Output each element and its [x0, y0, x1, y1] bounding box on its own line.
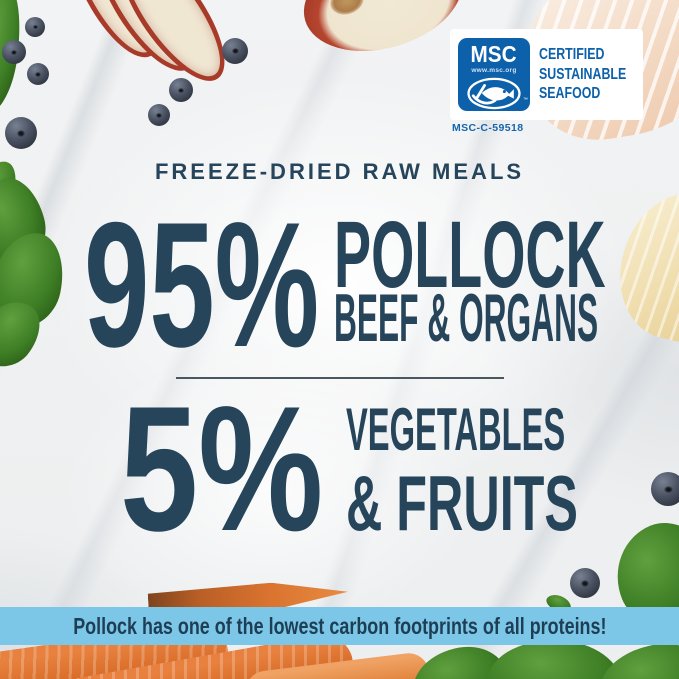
banner-message: Pollock has one of the lowest carbon foo… — [72, 612, 607, 639]
protein-percent-block: 95% — [84, 196, 440, 374]
blueberry — [27, 63, 49, 85]
blueberry — [2, 40, 26, 64]
produce-percent-block: 5% — [120, 380, 377, 558]
protein-primary: POLLOCK — [334, 202, 606, 308]
msc-website: www.msc.org — [471, 67, 517, 74]
msc-certified-badge: MSC www.msc.org ™ CERTIFIED SUSTAINABLE … — [450, 29, 643, 120]
blueberry — [148, 104, 170, 126]
msc-label-line: CERTIFIED — [539, 46, 605, 64]
msc-fish-checkmark-icon — [467, 77, 521, 110]
section-divider — [176, 377, 504, 379]
protein-percent: 95% — [84, 185, 320, 384]
protein-secondary: BEEF & ORGANS — [334, 280, 599, 356]
produce-secondary-block: & FRUITS — [346, 464, 679, 542]
blueberry — [222, 38, 248, 64]
msc-logo: MSC www.msc.org ™ — [458, 38, 530, 111]
blueberry — [570, 568, 600, 598]
produce-secondary: & FRUITS — [346, 459, 578, 547]
protein-primary-block: POLLOCK — [334, 208, 679, 303]
msc-label-line: SUSTAINABLE — [539, 65, 627, 83]
blueberry — [25, 17, 45, 37]
apple-half — [291, 0, 475, 69]
blueberry — [169, 78, 193, 102]
msc-acronym: MSC — [470, 41, 518, 67]
protein-secondary-block: BEEF & ORGANS — [334, 284, 679, 352]
produce-primary-block: VEGETABLES — [346, 400, 679, 460]
produce-percent: 5% — [120, 369, 324, 568]
produce-primary: VEGETABLES — [346, 396, 566, 463]
page-title: FREEZE-DRIED RAW MEALS — [154, 159, 525, 184]
blueberry — [651, 472, 679, 506]
msc-label: CERTIFIED SUSTAINABLE SEAFOOD — [539, 45, 648, 103]
msc-trademark: ™ — [523, 97, 528, 103]
carbon-footprint-banner: Pollock has one of the lowest carbon foo… — [0, 607, 679, 645]
msc-certification-code: MSC-C-59518 — [452, 122, 524, 134]
msc-label-line: SEAFOOD — [539, 85, 601, 103]
blueberry — [5, 117, 37, 149]
